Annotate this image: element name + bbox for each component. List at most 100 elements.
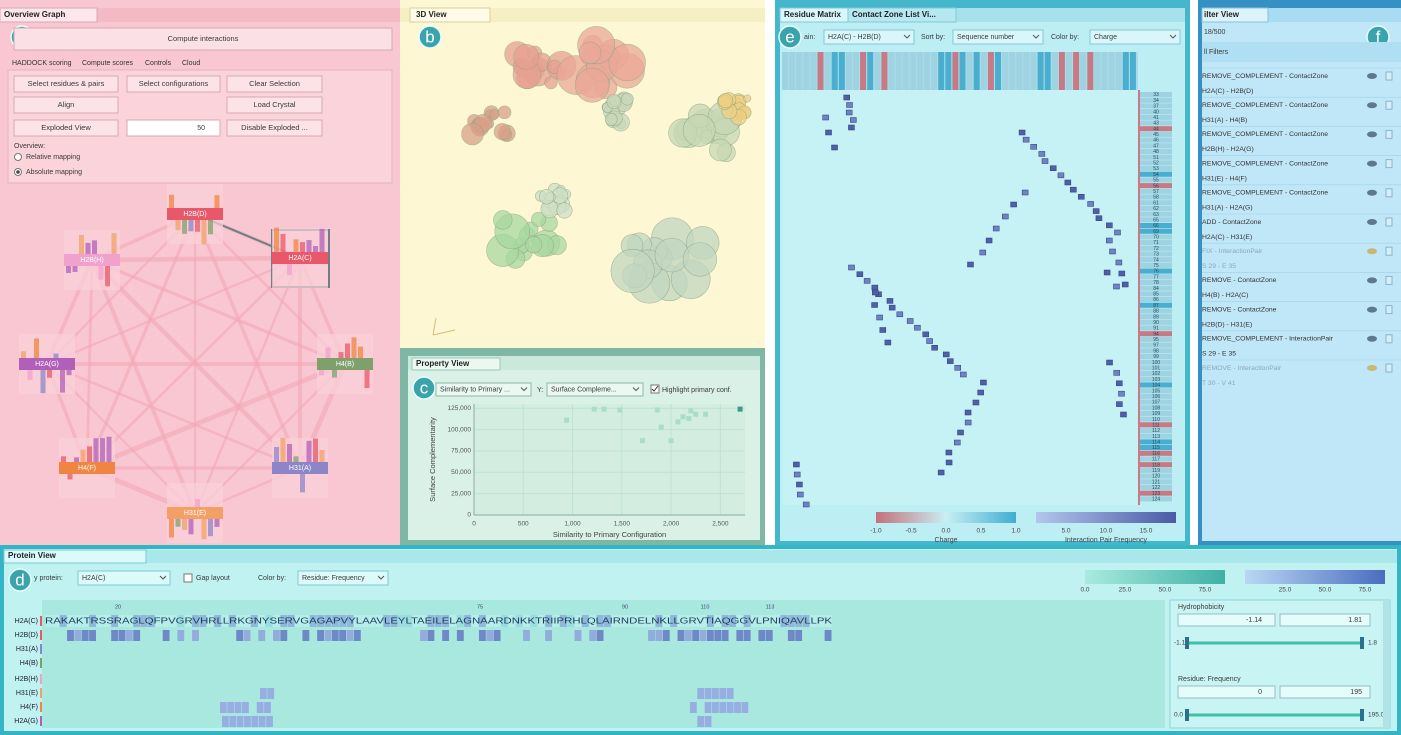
button[interactable] bbox=[13, 27, 393, 51]
remove-button[interactable] bbox=[1385, 217, 1393, 227]
tab[interactable] bbox=[1201, 7, 1269, 23]
scatter-point[interactable] bbox=[658, 424, 664, 430]
graph-node[interactable] bbox=[272, 462, 328, 474]
scatter-point[interactable] bbox=[703, 411, 709, 417]
remove-button[interactable] bbox=[1385, 71, 1393, 81]
matrix-cell bbox=[1121, 281, 1129, 288]
graph-node[interactable] bbox=[59, 462, 115, 474]
visibility-icon[interactable] bbox=[1367, 277, 1377, 284]
row-stripe bbox=[1140, 291, 1172, 297]
remove-button[interactable] bbox=[1385, 363, 1393, 373]
button[interactable] bbox=[226, 119, 323, 137]
button[interactable] bbox=[226, 96, 323, 114]
graph-node[interactable] bbox=[167, 507, 223, 519]
combo-box[interactable] bbox=[952, 29, 1044, 45]
scatter-point[interactable] bbox=[601, 406, 607, 412]
graph-node[interactable] bbox=[167, 208, 223, 220]
number-field[interactable] bbox=[1177, 685, 1276, 699]
residue-cell bbox=[684, 630, 692, 641]
column-stripe bbox=[831, 52, 838, 90]
number-field[interactable] bbox=[1177, 613, 1276, 627]
remove-button[interactable] bbox=[1385, 188, 1393, 198]
residue-cell bbox=[331, 615, 339, 627]
visibility-icon[interactable] bbox=[1367, 189, 1377, 196]
graph-node[interactable] bbox=[19, 358, 75, 370]
button[interactable] bbox=[226, 75, 323, 93]
combo-box[interactable] bbox=[297, 570, 389, 586]
slider-handle[interactable] bbox=[1360, 709, 1364, 721]
slider-handle[interactable] bbox=[1360, 637, 1364, 649]
button[interactable] bbox=[13, 96, 119, 114]
slider-handle[interactable] bbox=[1185, 637, 1189, 649]
row-label: 63 bbox=[1153, 212, 1159, 218]
tab[interactable] bbox=[411, 357, 501, 371]
remove-button[interactable] bbox=[1385, 275, 1393, 285]
scatter-point[interactable] bbox=[640, 438, 646, 444]
graph-node[interactable] bbox=[317, 358, 373, 370]
scatter-point[interactable] bbox=[675, 419, 681, 425]
number-field[interactable] bbox=[1279, 685, 1371, 699]
residue-cell bbox=[317, 615, 324, 627]
remove-button[interactable] bbox=[1385, 159, 1393, 169]
row-stripe bbox=[1140, 160, 1172, 166]
scatter-point[interactable] bbox=[686, 416, 692, 422]
number-field[interactable] bbox=[1279, 613, 1371, 627]
combo-box[interactable] bbox=[546, 382, 644, 397]
remove-button[interactable] bbox=[1385, 334, 1393, 344]
scatter-point[interactable] bbox=[564, 417, 570, 423]
residue-cell bbox=[530, 615, 538, 627]
visibility-icon[interactable] bbox=[1367, 335, 1377, 342]
graph-node[interactable] bbox=[272, 252, 328, 264]
combo-box[interactable] bbox=[435, 382, 532, 397]
pin-icon[interactable] bbox=[1367, 248, 1377, 255]
node-label: H2B(H) bbox=[80, 257, 103, 264]
combo-box[interactable] bbox=[77, 570, 171, 586]
spinner[interactable] bbox=[126, 119, 221, 137]
button-label: Select residues & pairs bbox=[28, 79, 105, 88]
button[interactable] bbox=[13, 75, 119, 93]
scatter-point[interactable] bbox=[680, 414, 686, 420]
row-label: 55 bbox=[1153, 178, 1159, 184]
remove-button[interactable] bbox=[1385, 129, 1393, 139]
scatter-point[interactable] bbox=[591, 406, 597, 412]
pin-icon[interactable] bbox=[1367, 365, 1377, 371]
scatter-point[interactable] bbox=[688, 408, 694, 414]
tab[interactable] bbox=[0, 7, 98, 23]
button[interactable] bbox=[126, 75, 221, 93]
residue-cell bbox=[267, 688, 275, 699]
remove-button[interactable] bbox=[1385, 246, 1393, 256]
visibility-icon[interactable] bbox=[1367, 306, 1377, 313]
scatter-point[interactable] bbox=[617, 407, 623, 413]
button[interactable] bbox=[13, 119, 119, 137]
row-stripe bbox=[1140, 405, 1172, 411]
scatter-point[interactable] bbox=[693, 411, 699, 417]
remove-button[interactable] bbox=[1385, 305, 1393, 315]
scatter-point[interactable] bbox=[737, 406, 743, 412]
residue-cell bbox=[353, 630, 361, 641]
slider-handle[interactable] bbox=[1185, 709, 1189, 721]
residue-cell bbox=[493, 615, 501, 627]
scatter-point[interactable] bbox=[668, 438, 674, 444]
tab[interactable] bbox=[847, 7, 957, 23]
scatter-point[interactable] bbox=[654, 407, 660, 413]
checkbox[interactable] bbox=[183, 573, 193, 583]
filter-title: REMOVE - ContactZone bbox=[1202, 306, 1277, 313]
tab[interactable] bbox=[3, 549, 147, 564]
residue-cell bbox=[699, 615, 707, 627]
combo-box[interactable] bbox=[1089, 29, 1181, 45]
graph-node[interactable] bbox=[64, 254, 120, 266]
visibility-icon[interactable] bbox=[1367, 102, 1377, 109]
residue-cell bbox=[515, 615, 523, 627]
remove-button[interactable] bbox=[1385, 100, 1393, 110]
visibility-icon[interactable] bbox=[1367, 131, 1377, 138]
visibility-icon[interactable] bbox=[1367, 160, 1377, 167]
combo-box[interactable] bbox=[823, 29, 915, 45]
matrix-cell bbox=[793, 461, 800, 468]
visibility-icon[interactable] bbox=[1367, 219, 1377, 225]
matrix-cell bbox=[977, 389, 984, 396]
tab[interactable] bbox=[409, 7, 491, 23]
visibility-icon[interactable] bbox=[1367, 73, 1377, 79]
color-legend bbox=[1085, 570, 1225, 584]
radio-button[interactable] bbox=[14, 153, 22, 161]
matrix-cell bbox=[1087, 201, 1094, 207]
